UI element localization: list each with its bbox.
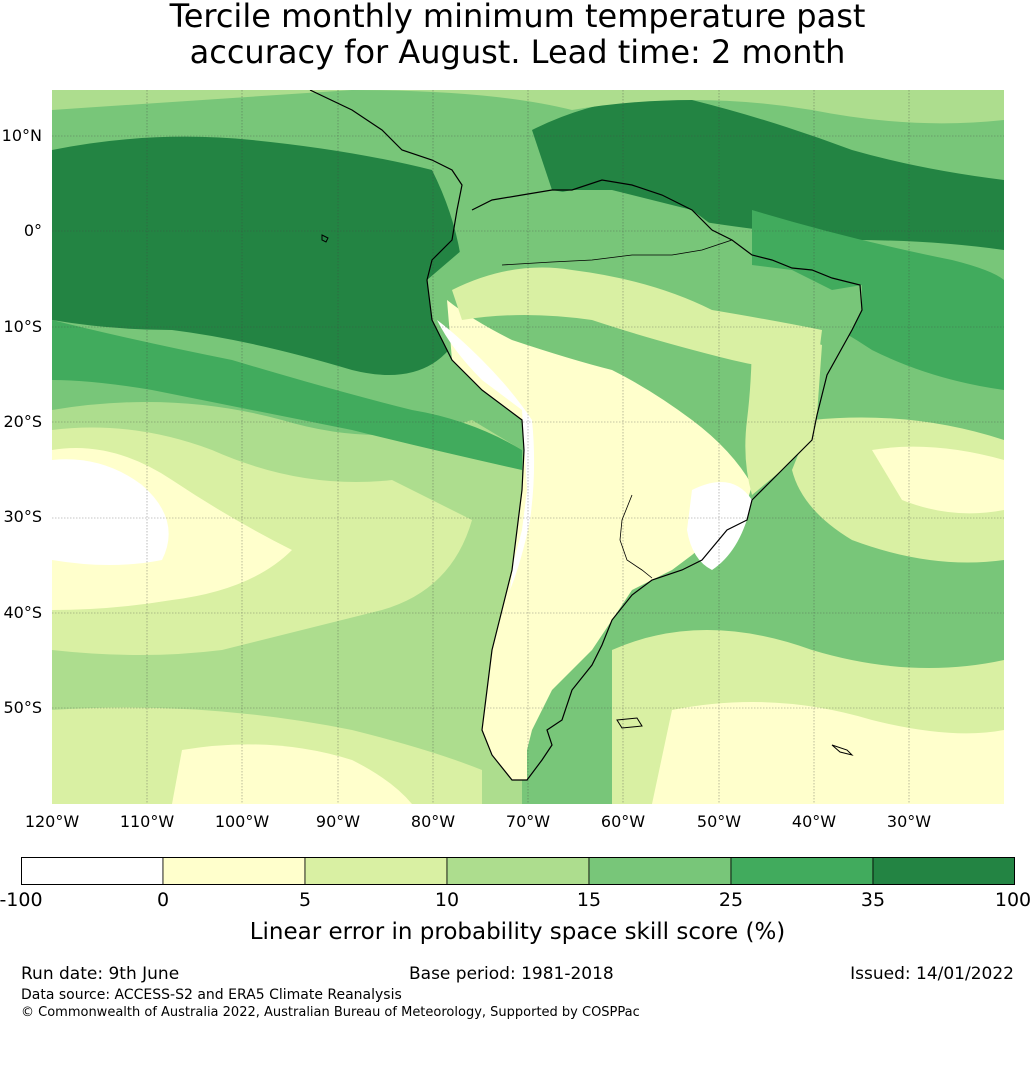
whitish-zone-south-pacific: [172, 744, 412, 804]
lon-label-50w: 50°W: [696, 812, 742, 831]
issued-date: Issued: 14/01/2022: [850, 964, 1014, 984]
map-title-line-2: accuracy for August. Lead time: 2 month: [189, 33, 846, 71]
lon-label-100w: 100°W: [214, 812, 270, 831]
skill-score-map: [52, 90, 1004, 804]
colorbar-label: Linear error in probability space skill …: [249, 919, 786, 945]
data-source: Data source: ACCESS-S2 and ERA5 Climate …: [21, 987, 402, 1003]
colorbar-swatch-2: [304, 857, 448, 885]
lat-label-40s: 40°S: [3, 603, 42, 622]
lat-label-10n: 10°N: [1, 126, 42, 145]
brazil-coast-pale: [745, 330, 822, 495]
colorbar-tick-0: 0: [156, 889, 170, 911]
amazon-river: [501, 239, 733, 266]
lat-label-50s: 50°S: [3, 698, 42, 717]
colorbar-tick-10: 10: [434, 889, 460, 911]
lon-label-40w: 40°W: [791, 812, 837, 831]
coastline: [309, 90, 863, 781]
lon-label-110w: 110°W: [119, 812, 175, 831]
whitish-zone-south-atlantic: [652, 702, 1004, 804]
lon-label-60w: 60°W: [600, 812, 646, 831]
galapagos: [321, 234, 329, 243]
colorbar-swatch-4: [588, 857, 732, 885]
medium-zone-atlantic: [752, 210, 1004, 390]
white-zone-pacific: [52, 459, 169, 565]
light-zone-caribbean: [52, 90, 1004, 124]
lon-label-30w: 30°W: [886, 812, 932, 831]
colorbar-tick-35: 35: [860, 889, 886, 911]
colorbar-swatch-0: [21, 857, 164, 885]
copyright: © Commonwealth of Australia 2022, Austra…: [21, 1005, 640, 1020]
colorbar-tick-5: 5: [298, 889, 312, 911]
colorbar-tick-minus100: -100: [0, 889, 43, 911]
lat-label-20s: 20°S: [3, 412, 42, 431]
lon-label-90w: 90°W: [315, 812, 361, 831]
colorbar-swatch-3: [446, 857, 590, 885]
lon-label-120w: 120°W: [24, 812, 80, 831]
falkland-islands: [616, 717, 643, 729]
medium-zone-east-pacific: [52, 320, 522, 470]
colorbar-swatch-5: [730, 857, 874, 885]
lat-label-0: 0°: [23, 221, 42, 240]
andes-white-strip: [437, 320, 535, 590]
lon-label-70w: 70°W: [505, 812, 551, 831]
south-georgia: [831, 744, 854, 756]
whitish-zone-east-atlantic: [872, 446, 1004, 514]
colorbar-swatch-1: [162, 857, 306, 885]
map-title-line-1: Tercile monthly minimum temperature past: [169, 0, 866, 35]
lat-label-10s: 10°S: [3, 317, 42, 336]
lat-label-30s: 30°S: [3, 507, 42, 526]
colorbar: [21, 857, 1015, 885]
dark-zone-east-pacific: [52, 136, 464, 375]
south-atlantic-white-patch: [687, 482, 752, 570]
colorbar-tick-100: 100: [994, 889, 1032, 911]
colorbar-tick-15: 15: [576, 889, 602, 911]
colorbar-swatch-6: [872, 857, 1015, 885]
colorbar-tick-25: 25: [718, 889, 744, 911]
rio-de-la-plata: [619, 494, 653, 579]
south-america-lighter-belt: [452, 267, 822, 370]
graticule: [52, 90, 1004, 804]
base-period: Base period: 1981-2018: [409, 964, 614, 984]
run-date: Run date: 9th June: [21, 964, 180, 984]
lon-label-80w: 80°W: [410, 812, 456, 831]
